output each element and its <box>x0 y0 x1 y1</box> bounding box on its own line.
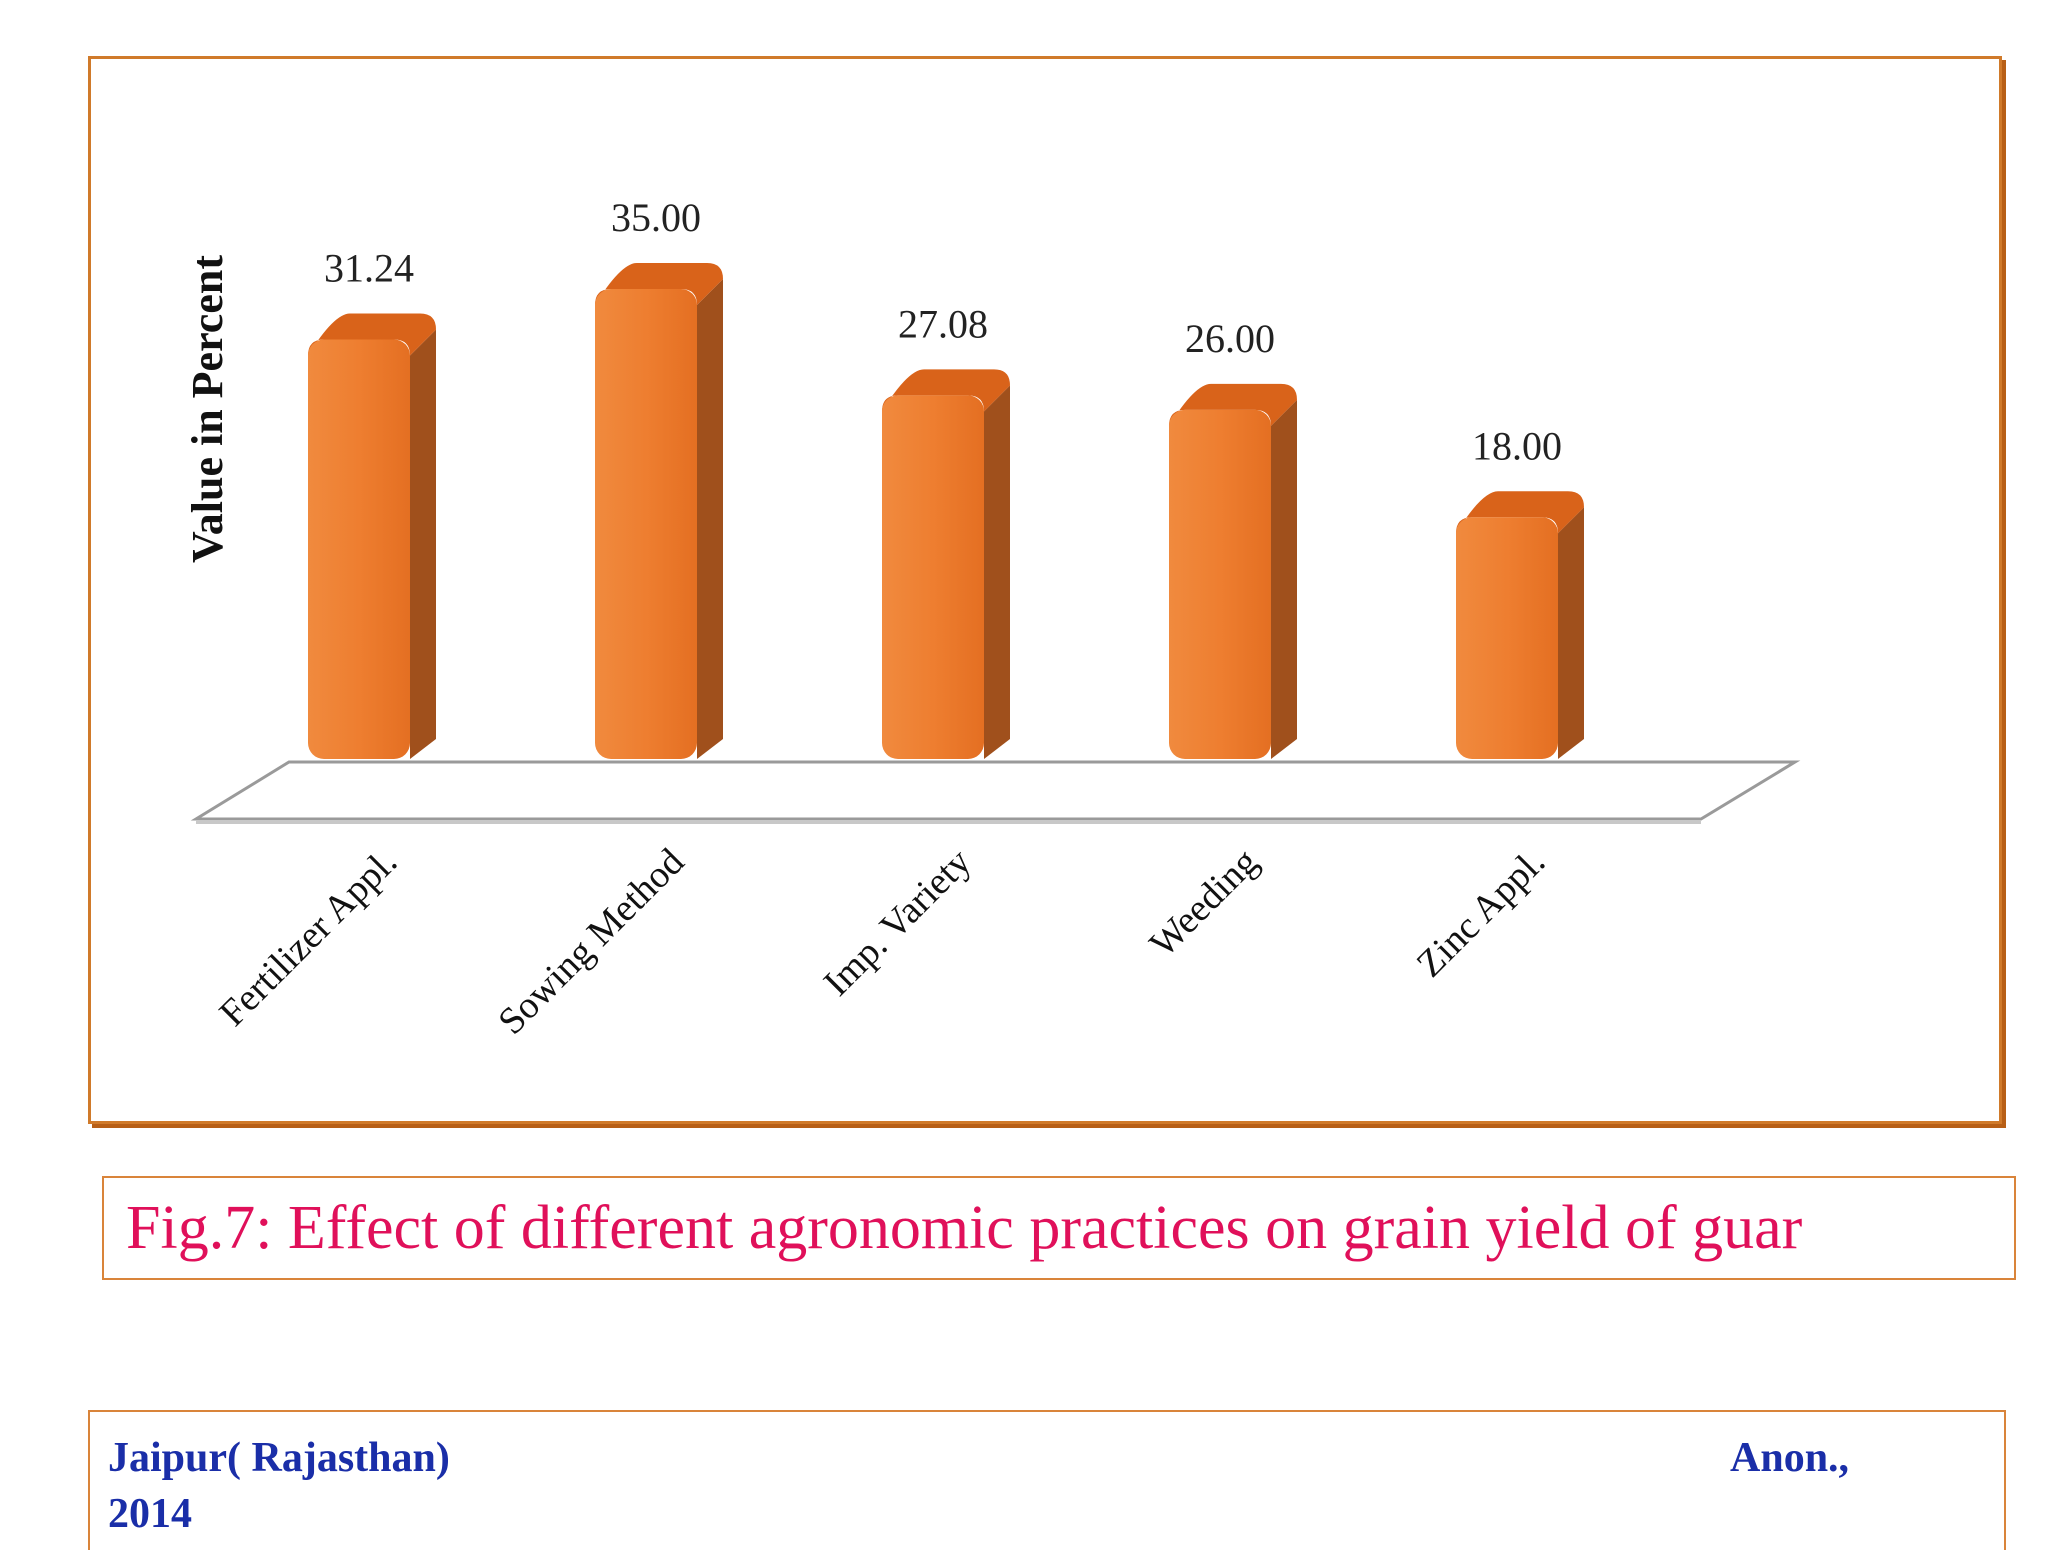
bar-top <box>882 369 1010 412</box>
bar-top <box>595 263 723 305</box>
bar-value-label: 18.00 <box>1472 423 1562 468</box>
category-label: Zinc Appl. <box>1409 841 1554 986</box>
chart-frame: Value in Percent 31.24 Fertilizer Appl. 35… <box>88 56 2002 1124</box>
bar-side <box>410 329 436 759</box>
category-label: Imp. Variety <box>816 841 980 1005</box>
bar-side <box>984 385 1010 759</box>
bar-top <box>1169 383 1297 426</box>
figure-caption-box: Fig.7: Effect of different agronomic pra… <box>102 1176 2016 1280</box>
citation-author: Anon., <box>1730 1435 1850 1481</box>
bar-chart: Value in Percent 31.24 Fertilizer Appl. 35… <box>183 195 1801 1043</box>
bar-top <box>1456 491 1584 534</box>
category-label: Fertilizer Appl. <box>211 841 405 1035</box>
bar-4 <box>1169 383 1297 759</box>
bar-top <box>308 313 436 356</box>
bar-front <box>882 395 984 759</box>
bar-value-label: 31.24 <box>324 245 414 290</box>
citation-year: 2014 <box>108 1491 192 1537</box>
bar-front <box>1169 409 1271 759</box>
bar-side <box>1558 507 1584 759</box>
bar-value-label: 27.08 <box>898 301 988 346</box>
citation-location: Jaipur( Rajasthan) <box>108 1435 450 1481</box>
bar-1 <box>308 313 436 759</box>
figure-caption: Fig.7: Effect of different agronomic pra… <box>126 1194 1803 1262</box>
bar-front <box>308 339 410 759</box>
category-label: Weeding <box>1142 841 1267 966</box>
bar-2 <box>595 263 723 759</box>
chart-floor <box>190 760 1801 821</box>
citation-box: Jaipur( Rajasthan) 2014 Anon., <box>88 1410 2006 1550</box>
y-axis-label: Value in Percent <box>183 255 232 563</box>
bar-5 <box>1456 491 1584 759</box>
bar-value-label: 26.00 <box>1185 316 1275 361</box>
bar-value-label: 35.00 <box>611 195 701 240</box>
bar-3 <box>882 369 1010 759</box>
bar-side <box>1271 399 1297 759</box>
bar-side <box>697 279 723 759</box>
bar-front <box>595 289 697 759</box>
bar-front <box>1456 517 1558 759</box>
category-label: Sowing Method <box>490 841 692 1043</box>
